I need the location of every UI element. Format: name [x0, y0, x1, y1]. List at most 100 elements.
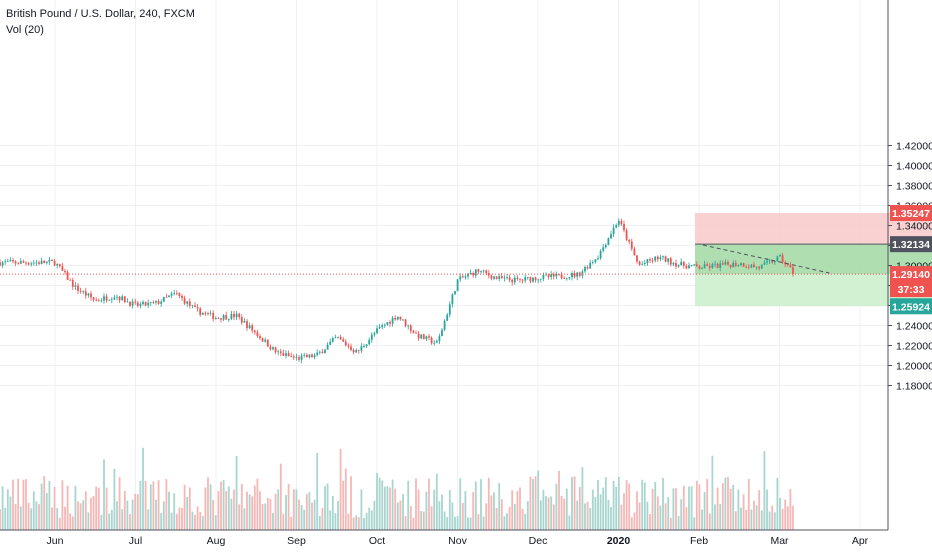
candle-body: [282, 353, 285, 356]
volume-bar: [334, 513, 337, 530]
candle-body: [500, 276, 503, 279]
candle-body: [464, 276, 467, 278]
candle-body: [12, 259, 14, 262]
volume-bar: [175, 513, 178, 530]
candle-body: [461, 276, 464, 278]
volume-bar: [675, 488, 677, 530]
candle-body: [355, 350, 358, 353]
volume-bar: [771, 505, 774, 530]
candle-body: [243, 321, 246, 323]
volume-bar: [207, 477, 209, 530]
stop-price-badge-text: 1.35247: [892, 208, 930, 220]
volume-bar: [529, 476, 532, 530]
candle-body: [363, 346, 365, 347]
volume-bar: [79, 503, 82, 530]
candle-body: [292, 356, 295, 358]
volume-bar: [394, 488, 397, 530]
volume-bar: [591, 489, 594, 530]
candle-body: [742, 263, 745, 267]
volume-bar: [321, 507, 324, 530]
time-tick-label: Jul: [129, 535, 142, 547]
volume-label[interactable]: Vol (20): [6, 24, 44, 36]
volume-bar: [56, 508, 59, 530]
candle-body: [451, 294, 454, 305]
candle-body: [256, 332, 259, 337]
volume-bar: [688, 486, 690, 530]
volume-bar: [259, 491, 261, 530]
volume-bar: [134, 493, 137, 530]
volume-bar: [604, 477, 607, 530]
candle-body: [383, 324, 386, 326]
symbol-title[interactable]: British Pound / U.S. Dollar, 240, FXCM: [6, 8, 195, 20]
time-axis[interactable]: Jun Jul Aug Sep Oct Nov Dec 2020 Feb Mar Apr: [0, 529, 888, 547]
volume-bar: [204, 487, 207, 530]
volume-bar: [545, 496, 547, 530]
volume-bar: [409, 506, 412, 530]
volume-bar: [246, 491, 248, 530]
volume-bar: [620, 504, 623, 530]
volume-bar: [659, 505, 662, 530]
countdown-badge: 37:33: [890, 281, 932, 298]
volume-bar: [784, 499, 787, 530]
volume-bar: [654, 481, 657, 530]
candle-body: [69, 279, 72, 281]
candle-body: [441, 329, 443, 337]
candle-body: [40, 260, 43, 264]
volume-bar: [6, 489, 9, 530]
candle-body: [716, 263, 719, 268]
volume-bar: [264, 503, 267, 530]
candle-body: [524, 277, 527, 281]
candle-body: [628, 239, 631, 242]
volume-bar: [763, 451, 766, 530]
volume-bar: [435, 473, 438, 530]
candle-body: [542, 274, 545, 279]
candle-body: [129, 301, 131, 306]
volume-bar: [290, 516, 293, 530]
volume-bar: [539, 500, 542, 530]
volume-bar: [248, 494, 251, 530]
candle-body: [781, 255, 784, 263]
candle-body: [394, 317, 397, 320]
price-axis[interactable]: 1.420001.400001.380001.360001.340001.320…: [887, 0, 932, 530]
volume-bar: [672, 488, 675, 530]
time-tick-label: Jun: [47, 535, 64, 547]
candle-body: [352, 350, 355, 353]
candle-body: [404, 319, 407, 327]
volume-bar: [740, 507, 742, 530]
volume-bar: [370, 510, 373, 530]
candle-body: [246, 321, 248, 329]
volume-bar: [131, 499, 134, 530]
volume-bar: [100, 514, 103, 530]
volume-bar: [623, 493, 625, 530]
candles: [0, 218, 794, 364]
volume-bar: [376, 472, 378, 530]
candle-body: [734, 262, 737, 266]
chart-legend: British Pound / U.S. Dollar, 240, FXCM V…: [6, 6, 195, 38]
candle-body: [4, 261, 7, 263]
volume-bar: [173, 493, 176, 530]
candle-body: [480, 270, 482, 272]
candle-body: [116, 296, 118, 298]
candle-body: [186, 301, 189, 304]
candle-body: [789, 264, 792, 268]
candle-body: [0, 262, 1, 266]
candle-body: [745, 266, 748, 268]
candle-body: [766, 260, 768, 263]
volume-bar: [628, 483, 631, 530]
volume-bar: [776, 477, 779, 530]
candle-body: [529, 277, 532, 282]
candle-body: [487, 273, 490, 276]
candle-body: [714, 263, 716, 265]
candle-body: [58, 264, 61, 267]
volume-bar: [155, 499, 157, 530]
volume-bar: [467, 517, 469, 530]
volume-bar: [789, 489, 792, 530]
candle-body: [287, 353, 290, 356]
volume-bar: [721, 483, 724, 530]
volume-bar: [555, 483, 558, 530]
candle-body: [503, 277, 506, 279]
volume-bar: [285, 495, 287, 530]
candle-body: [376, 328, 378, 334]
